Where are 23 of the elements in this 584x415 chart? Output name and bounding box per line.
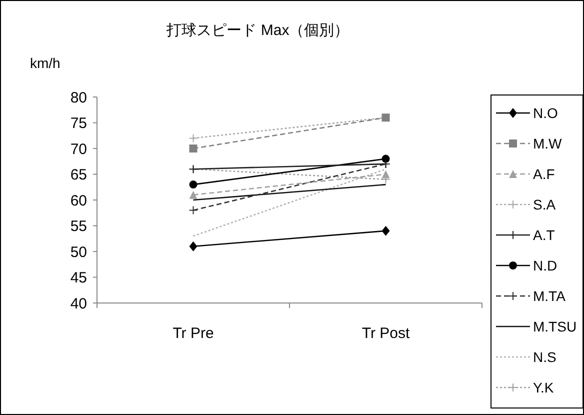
- y-tick-label: 80: [70, 89, 87, 106]
- chart-title: 打球スピード Max（個別）: [166, 22, 350, 39]
- y-tick-label: 55: [70, 218, 87, 235]
- legend-label: N.O: [533, 104, 558, 121]
- y-axis-title: km/h: [30, 55, 60, 71]
- legend-label: M.W: [533, 135, 563, 152]
- y-tick-label: 45: [70, 270, 87, 286]
- legend-label: M.TSU: [533, 318, 577, 334]
- legend-label: S.A: [533, 196, 556, 212]
- legend-label: A.F: [533, 166, 555, 182]
- y-tick-label: 40: [70, 295, 87, 312]
- legend-label: Y.K: [533, 379, 554, 396]
- x-tick-label: Tr Post: [362, 325, 410, 342]
- y-tick-label: 50: [70, 244, 87, 261]
- legend-label: N.S: [533, 348, 556, 365]
- legend-label: N.D: [533, 257, 558, 274]
- x-tick-label: Tr Pre: [172, 325, 214, 342]
- y-tick-label: 70: [70, 140, 87, 158]
- y-tick-label: 75: [70, 115, 87, 132]
- y-tick-label: 65: [70, 166, 87, 184]
- legend-label: A.T: [533, 226, 556, 243]
- y-tick-label: 60: [70, 192, 87, 210]
- legend-label: M.TA: [533, 288, 566, 304]
